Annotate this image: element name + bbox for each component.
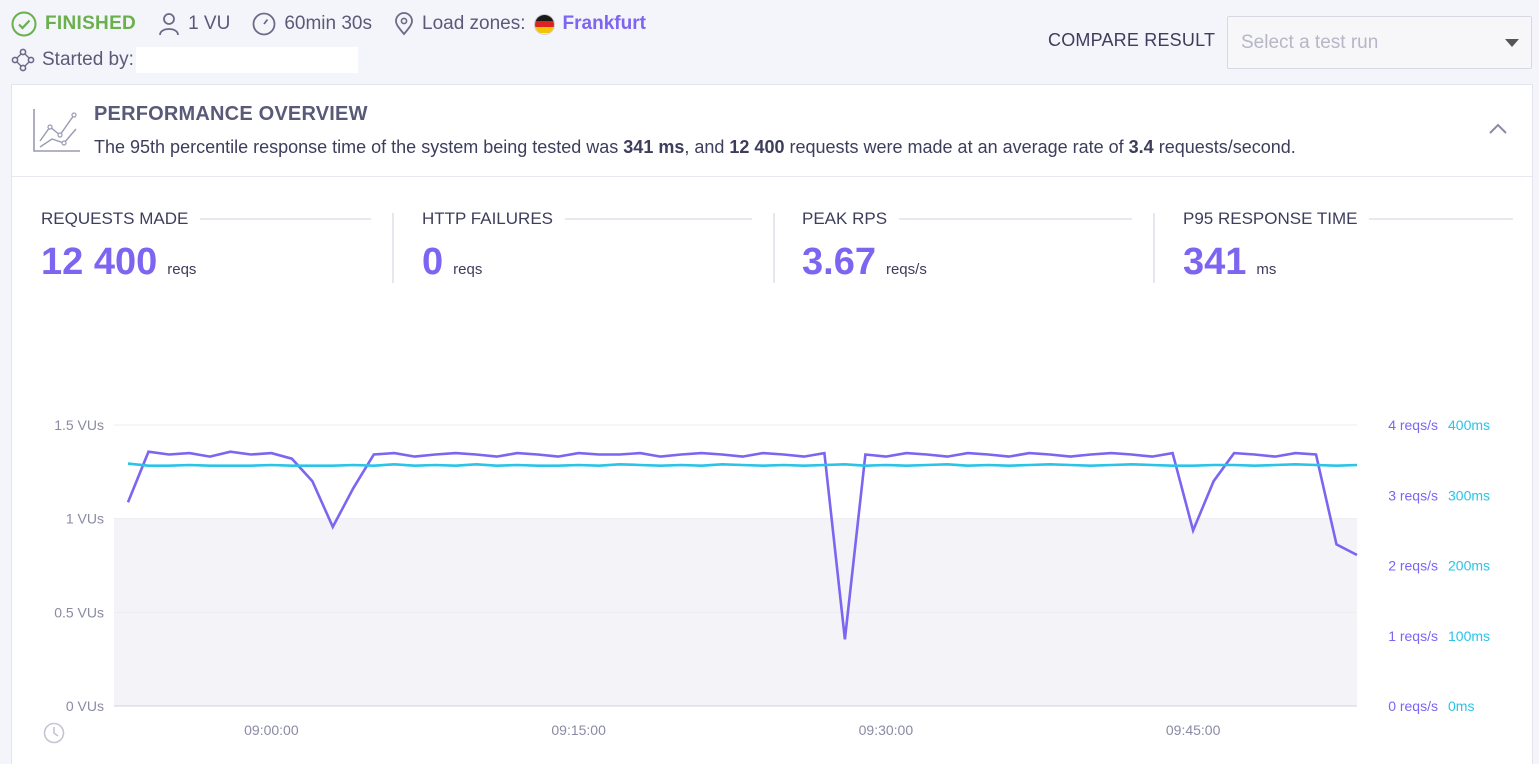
stat-unit: reqs: [453, 261, 483, 278]
y-right-rps-tick-label: 1 reqs/s: [1388, 628, 1438, 644]
y-right-ms-tick-label: 400ms: [1448, 417, 1490, 433]
p95-highlight: 341 ms: [623, 137, 685, 157]
overview-title: PERFORMANCE OVERVIEW: [94, 103, 368, 125]
load-zones-label: Load zones:: [422, 13, 526, 34]
user-icon: [159, 13, 179, 36]
chart-grid: [114, 424, 1357, 707]
test-run-summary: FINISHED 1 VU 60min 30s Load zones: Fran…: [11, 10, 668, 38]
y-right-ms-tick-label: 300ms: [1448, 487, 1490, 503]
rps-series-line: [126, 450, 1358, 640]
vu-count: 1 VU: [158, 12, 230, 36]
divider: [1153, 213, 1155, 283]
germany-flag-icon: [533, 13, 555, 35]
location-pin-icon: [395, 12, 413, 36]
x-tick-label: 09:30:00: [859, 722, 914, 738]
chart-axes: 0 VUs 0.5 VUs 1 VUs 1.5 VUs 0 reqs/s 1 reqs/s…: [54, 417, 1490, 738]
stat-label: HTTP FAILURES: [422, 209, 553, 228]
y-left-tick-label: 1 VUs: [66, 511, 104, 527]
y-left-tick-label: 0 VUs: [66, 698, 104, 714]
caret-down-icon: [1505, 39, 1519, 47]
stat-label: REQUESTS MADE: [41, 209, 189, 228]
stat-unit: reqs: [167, 261, 197, 278]
y-right-rps-tick-label: 3 reqs/s: [1388, 487, 1438, 503]
stat-value: 0: [422, 241, 444, 283]
stat-unit: ms: [1256, 261, 1277, 278]
select-placeholder: Select a test run: [1241, 31, 1379, 53]
x-tick-label: 09:45:00: [1166, 722, 1221, 738]
load-zone-link[interactable]: Frankfurt: [562, 13, 646, 34]
check-circle-icon: [11, 11, 37, 37]
rate-highlight: 3.4: [1128, 137, 1154, 157]
overview-header[interactable]: PERFORMANCE OVERVIEW The 95th percentile…: [12, 85, 1532, 177]
stopwatch-icon: [252, 12, 276, 36]
divider: [392, 213, 394, 283]
load-zones: Load zones: Frankfurt: [394, 12, 646, 36]
stat-label: PEAK RPS: [802, 209, 888, 228]
y-right-ms-tick-label: 200ms: [1448, 558, 1490, 574]
organization-icon: [11, 48, 35, 72]
started-by-label: Started by:: [42, 49, 134, 70]
y-right-rps-tick-label: 0 reqs/s: [1388, 698, 1438, 714]
duration: 60min 30s: [252, 12, 372, 36]
requests-highlight: 12 400: [729, 137, 785, 157]
stat-peak-rps: PEAK RPS 3.67 reqs/s: [802, 209, 1132, 284]
y-right-rps-tick-label: 4 reqs/s: [1388, 417, 1438, 433]
vu-count-text: 1 VU: [188, 13, 231, 34]
y-right-rps-tick-label: 2 reqs/s: [1388, 558, 1438, 574]
started-by: Started by:: [11, 46, 358, 74]
line-chart-icon: [33, 109, 80, 152]
duration-text: 60min 30s: [284, 13, 372, 34]
stat-requests-made: REQUESTS MADE 12 400 reqs: [41, 209, 371, 284]
started-by-value: [135, 47, 358, 73]
stat-value: 12 400: [41, 241, 158, 283]
x-tick-label: 09:15:00: [551, 722, 606, 738]
y-left-tick-label: 1.5 VUs: [54, 417, 104, 433]
divider: [773, 213, 775, 283]
status-text: FINISHED: [45, 13, 137, 34]
overview-description: The 95th percentile response time of the…: [94, 137, 1296, 157]
response-time-series-line: [127, 462, 1358, 468]
y-right-ms-tick-label: 100ms: [1448, 628, 1490, 644]
status-badge: FINISHED: [11, 11, 136, 37]
stat-value: 3.67: [802, 241, 876, 283]
chevron-up-icon[interactable]: [1488, 121, 1508, 135]
stat-label: P95 RESPONSE TIME: [1183, 209, 1358, 228]
stat-value: 341: [1183, 241, 1247, 283]
stat-unit: reqs/s: [885, 261, 927, 278]
stat-http-failures: HTTP FAILURES 0 reqs: [422, 209, 752, 284]
test-run-select[interactable]: Select a test run: [1227, 16, 1532, 69]
y-right-ms-tick-label: 0ms: [1448, 698, 1474, 714]
clock-icon: [43, 722, 65, 744]
x-tick-label: 09:00:00: [244, 722, 299, 738]
compare-result-label: COMPARE RESULT: [1048, 30, 1216, 50]
y-left-tick-label: 0.5 VUs: [54, 604, 104, 620]
stat-p95-response-time: P95 RESPONSE TIME 341 ms: [1183, 209, 1513, 284]
